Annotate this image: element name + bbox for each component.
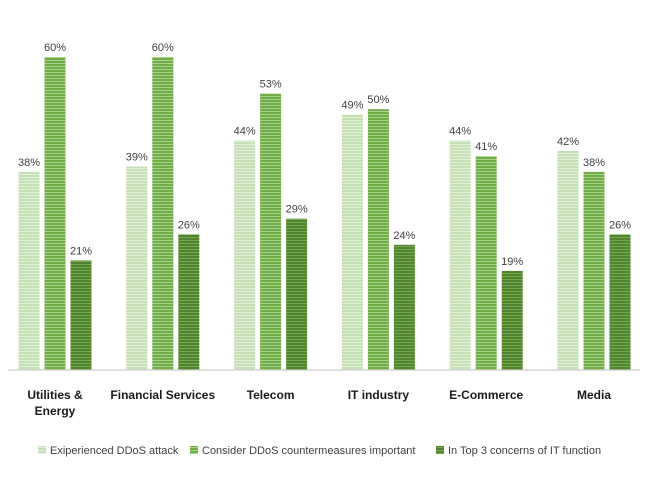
category-labels-layer: Utilities & Energy Financial Services Telec…	[27, 388, 611, 418]
category-label-2: Telecom	[247, 388, 295, 402]
category-label-3: IT industry	[348, 388, 410, 402]
bar-5-1	[583, 171, 605, 370]
legend-swatch-2	[436, 446, 444, 454]
bar-0-0	[18, 171, 40, 370]
data-label-2-0: 44%	[234, 125, 256, 137]
data-label-4-2: 19%	[501, 256, 523, 268]
category-label-5: Media	[577, 388, 611, 402]
legend-label-0: Exiperienced DDoS attack	[50, 445, 179, 457]
bar-3-2	[393, 244, 415, 370]
data-label-2-2: 29%	[286, 204, 308, 216]
bar-5-0	[557, 150, 579, 370]
bar-0-2	[70, 260, 92, 370]
data-label-5-2: 26%	[609, 219, 631, 231]
data-label-5-1: 38%	[583, 157, 605, 169]
bar-2-2	[286, 218, 308, 370]
data-label-0-2: 21%	[70, 245, 92, 257]
bar-5-2	[609, 234, 631, 370]
data-label-1-0: 39%	[126, 152, 148, 164]
data-label-0-1: 60%	[44, 42, 66, 54]
bar-3-1	[367, 109, 389, 371]
data-label-3-0: 49%	[341, 99, 363, 111]
bars-layer	[18, 57, 631, 371]
legend-swatch-0	[38, 446, 46, 454]
bar-4-2	[501, 270, 523, 370]
data-label-3-1: 50%	[367, 94, 389, 106]
legend-swatch-1	[190, 446, 198, 454]
legend-label-2: In Top 3 concerns of IT function	[448, 445, 601, 457]
data-label-5-0: 42%	[557, 136, 579, 148]
data-label-4-0: 44%	[449, 125, 471, 137]
category-label-0: Utilities & Energy	[27, 388, 83, 418]
bar-0-1	[44, 57, 66, 370]
data-label-2-1: 53%	[260, 79, 282, 91]
bar-2-0	[234, 140, 256, 370]
data-label-1-2: 26%	[178, 219, 200, 231]
bar-2-1	[260, 93, 282, 371]
bar-1-0	[126, 166, 148, 370]
bar-1-2	[178, 234, 200, 370]
category-label-1: Financial Services	[110, 388, 215, 402]
legend: Exiperienced DDoS attack Consider DDoS co…	[38, 445, 601, 457]
bar-3-0	[341, 114, 363, 370]
data-label-4-1: 41%	[475, 141, 497, 153]
bar-4-1	[475, 156, 497, 370]
data-label-0-0: 38%	[18, 157, 40, 169]
data-label-3-2: 24%	[393, 230, 415, 242]
category-label-4: E-Commerce	[449, 388, 523, 402]
legend-label-1: Consider DDoS countermeasures important	[202, 445, 415, 457]
bar-4-0	[449, 140, 471, 370]
data-label-1-1: 60%	[152, 42, 174, 54]
data-labels-layer: 38% 60% 21% 39% 60% 26% 44% 53% 29% 49% 50% 24% 44% 4…	[18, 42, 631, 268]
bar-1-1	[152, 57, 174, 370]
